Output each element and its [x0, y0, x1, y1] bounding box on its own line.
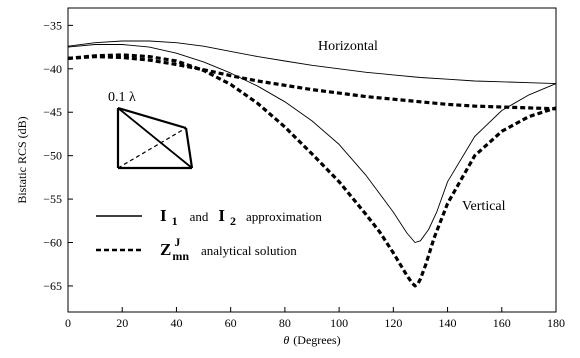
series-line-3: [67, 53, 557, 288]
x-tick-label: 180: [547, 316, 565, 330]
x-tick-label: 100: [330, 316, 348, 330]
legend-dashed-sym: Z: [160, 240, 171, 259]
legend-solid-sym1: I: [160, 206, 167, 225]
x-tick-label: 80: [279, 316, 291, 330]
x-tick-label: 20: [116, 316, 128, 330]
legend-solid-sub2: 2: [230, 214, 236, 228]
legend-solid-joiner: and: [190, 209, 209, 224]
x-axis-symbol: θ: [283, 333, 289, 347]
inset-solid-diagonal: [117, 107, 193, 169]
legend-solid-sym2: I: [218, 206, 225, 225]
inset-dashed-diagonal: [117, 127, 187, 169]
series-line-1: [67, 44, 557, 243]
y-tick-label: −55: [43, 192, 62, 206]
x-tick-label: 0: [65, 316, 71, 330]
inset-top-edge: [117, 106, 187, 130]
y-tick-label: −65: [43, 279, 62, 293]
y-axis-label: Bistatic RCS (dB): [15, 116, 29, 203]
y-tick-label: −50: [43, 149, 62, 163]
x-axis-label: θ (Degrees): [283, 333, 340, 347]
legend-solid-label: I 1 and I 2 approximation: [160, 206, 322, 228]
x-tick-label: 40: [170, 316, 182, 330]
x-tick-label: 60: [225, 316, 237, 330]
inset-wavelength-label: 0.1 λ: [108, 90, 136, 105]
legend-dashed-text: analytical solution: [201, 243, 297, 258]
annotation-horizontal: Horizontal: [318, 39, 378, 54]
y-tick-label: −35: [43, 18, 62, 32]
legend-dashed-sub: mn: [172, 249, 189, 263]
wire-inset-diagram: 0.1 λ: [108, 90, 194, 170]
x-axis-unit: (Degrees): [293, 333, 340, 347]
axis-ticks: 0 20 40 60 80 100 120 140 160 180 −35 −40 −45 −50 −55 −…: [43, 18, 565, 330]
x-tick-label: 160: [493, 316, 511, 330]
x-tick-label: 140: [439, 316, 457, 330]
series-group: [67, 40, 557, 288]
legend-dashed-sup: J: [174, 235, 180, 249]
inset-right-edge: [184, 127, 194, 169]
annotation-vertical: Vertical: [462, 199, 506, 214]
legend-solid-text: approximation: [246, 209, 322, 224]
plot-frame: [67, 7, 557, 313]
series-line-2: [67, 40, 557, 85]
y-tick-label: −40: [43, 62, 62, 76]
y-tick-label: −45: [43, 105, 62, 119]
x-tick-label: 120: [384, 316, 402, 330]
series-line-4: [67, 54, 557, 111]
plot-area-border: [67, 7, 557, 313]
y-tick-label: −60: [43, 236, 62, 250]
legend-solid-sub1: 1: [172, 214, 178, 228]
